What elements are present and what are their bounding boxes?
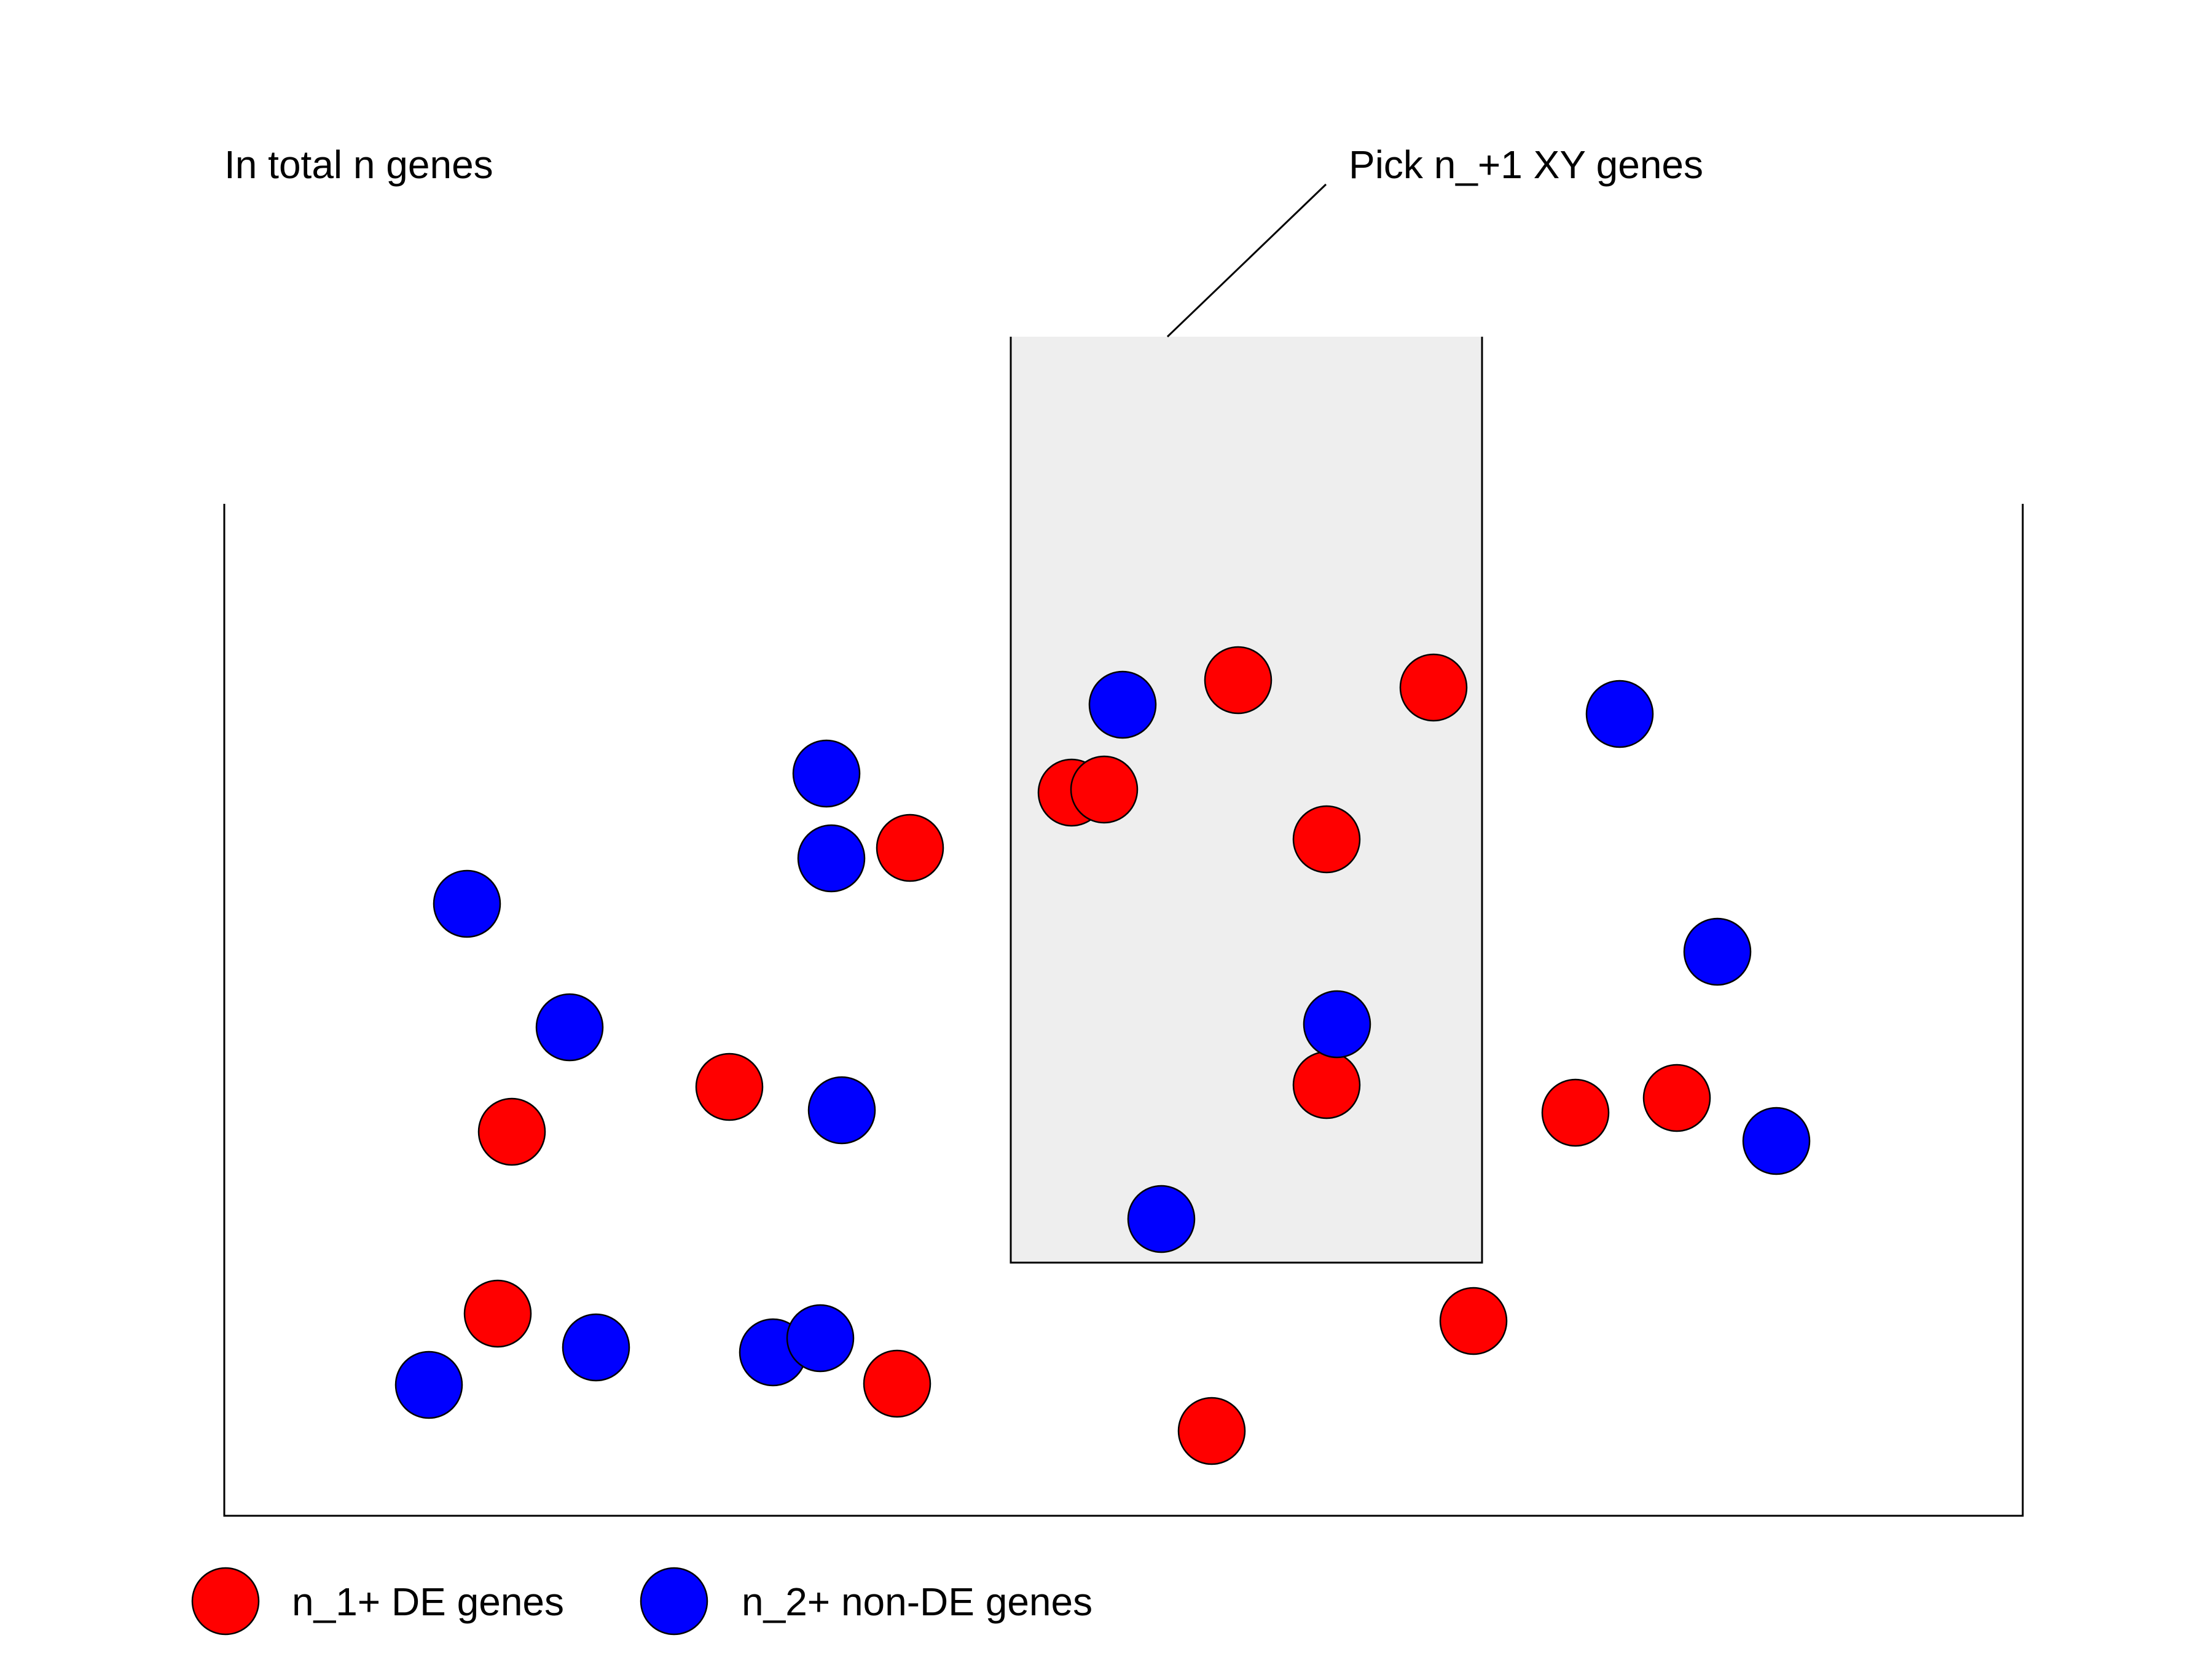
non-de-gene-dot [1585, 680, 1654, 748]
de-gene-dot [1177, 1397, 1246, 1465]
non-de-gene-dot [807, 1076, 876, 1145]
gene-dots [394, 646, 1811, 1465]
legend-non-de-label: n_2+ non-DE genes [742, 1580, 1092, 1624]
non-de-gene-dot [433, 869, 501, 938]
pick-callout-line [1166, 183, 1327, 338]
de-gene-dot [463, 1279, 532, 1348]
de-gene-dot [1292, 805, 1361, 874]
non-de-gene-dot [1742, 1107, 1811, 1175]
non-de-gene-dot [1127, 1185, 1196, 1253]
non-de-gene-dot [786, 1304, 855, 1373]
selection-box-outline [1010, 337, 1483, 1264]
non-de-gene-dot [1088, 670, 1157, 739]
legend-non-de-swatch [640, 1567, 708, 1636]
de-gene-dot [477, 1097, 546, 1166]
non-de-gene-dot [562, 1313, 630, 1382]
de-gene-dot [1399, 653, 1468, 722]
total-genes-label: In total n genes [224, 143, 493, 187]
de-gene-dot [1204, 646, 1273, 715]
non-de-gene-dot [1303, 990, 1371, 1059]
de-gene-dot [1642, 1064, 1711, 1132]
de-gene-dot [1439, 1287, 1508, 1355]
pick-genes-label: Pick n_+1 XY genes [1349, 143, 1703, 187]
legend-de-label: n_1+ DE genes [292, 1580, 564, 1624]
non-de-gene-dot [797, 824, 866, 893]
de-gene-dot [1292, 1051, 1361, 1119]
gene-pool-container [223, 504, 2024, 1517]
de-gene-dot [695, 1052, 764, 1121]
de-gene-dot [876, 813, 944, 882]
legend-de-swatch [191, 1567, 260, 1636]
non-de-gene-dot [394, 1350, 463, 1419]
non-de-gene-dot [535, 993, 604, 1062]
de-gene-dot [1541, 1078, 1610, 1147]
de-gene-dot [863, 1349, 931, 1418]
de-gene-dot [1070, 755, 1139, 824]
non-de-gene-dot [1683, 917, 1752, 986]
non-de-gene-dot [792, 739, 861, 808]
legend: n_1+ DE genes n_2+ non-DE genes [191, 1567, 1092, 1636]
